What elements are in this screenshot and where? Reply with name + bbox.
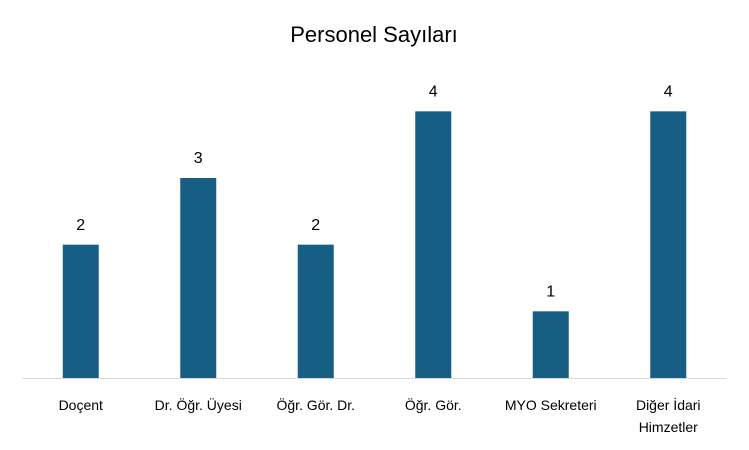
bar [62, 244, 99, 378]
bar [297, 244, 334, 378]
x-tick-label: Öğr. Gör. [404, 397, 462, 413]
bar [650, 111, 687, 378]
data-label: 1 [546, 284, 555, 301]
data-label: 4 [429, 84, 438, 101]
bar [532, 311, 569, 378]
x-tick-label: Öğr. Gör. Dr. [276, 397, 356, 413]
x-tick-label: MYO Sekreteri [504, 397, 597, 413]
data-label: 4 [664, 84, 673, 101]
data-label: 3 [194, 150, 203, 167]
chart-title: Personel Sayıları [290, 22, 458, 47]
x-tick-label: Dr. Öğr. Üyesi [154, 397, 242, 413]
data-label: 2 [311, 217, 320, 234]
bar [415, 111, 452, 378]
data-label: 2 [76, 217, 85, 234]
x-tick-label: Diğer İdari Himzetler [635, 397, 701, 435]
x-tick-label: Doçent [58, 397, 103, 413]
bar [180, 178, 217, 378]
